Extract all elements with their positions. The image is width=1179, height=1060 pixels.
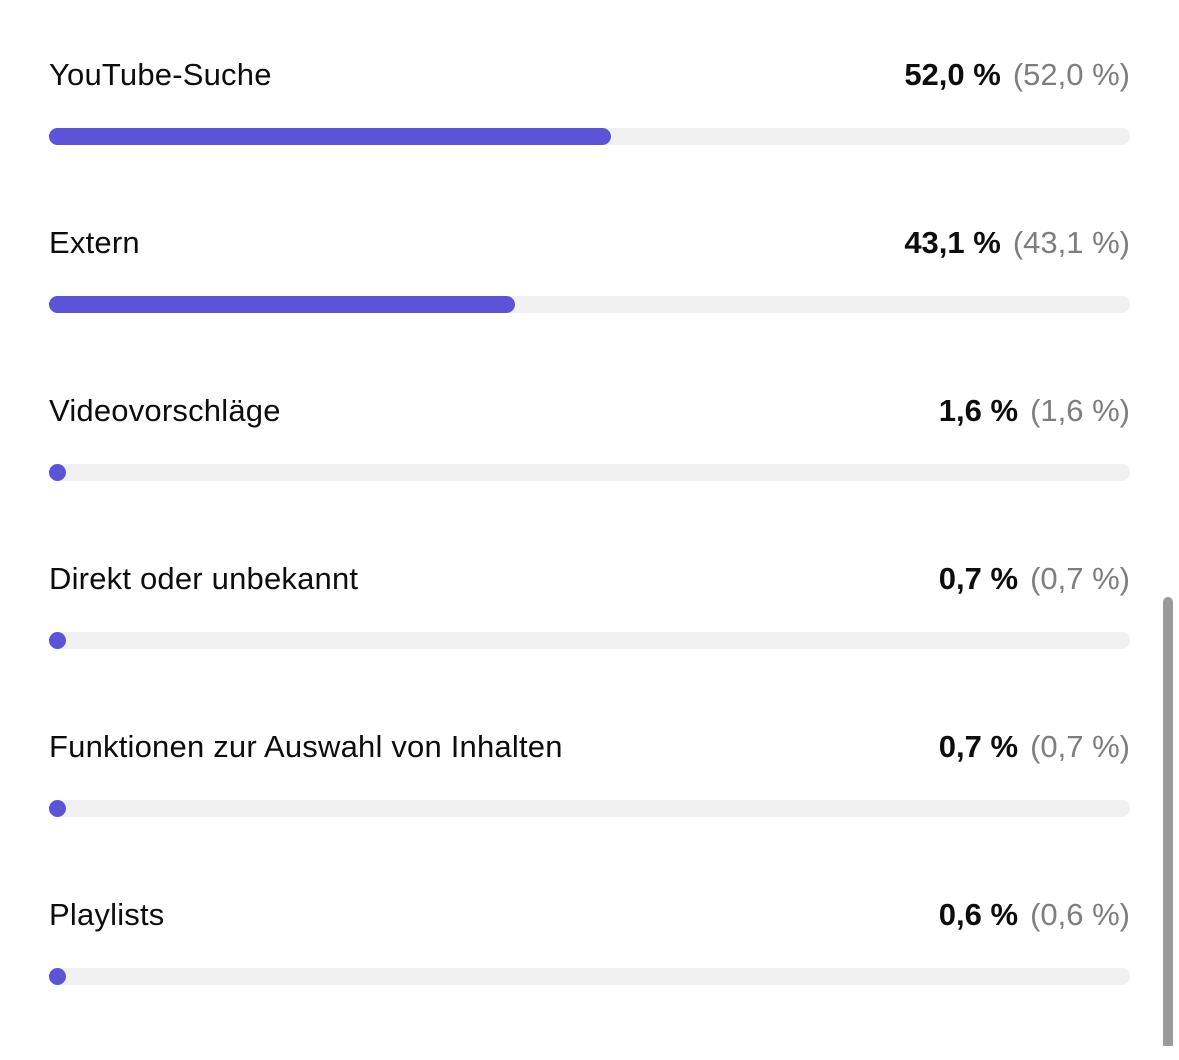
traffic-source-percent: 0,6 %	[938, 897, 1019, 932]
traffic-source-label: YouTube-Suche	[49, 57, 272, 92]
traffic-source-percent: 43,1 %	[904, 225, 1001, 260]
traffic-source-label: Playlists	[49, 897, 165, 932]
progress-track	[49, 800, 1130, 817]
traffic-source-line: Extern 43,1 % (43,1 %)	[49, 220, 1130, 266]
traffic-source-percent: 1,6 %	[938, 393, 1019, 428]
traffic-source-label: Extern	[49, 225, 140, 260]
progress-fill	[49, 968, 66, 985]
traffic-source-percent-secondary: (0,7 %)	[1030, 561, 1130, 596]
traffic-source-row[interactable]: Videovorschläge 1,6 % (1,6 %)	[49, 388, 1130, 556]
traffic-source-line: YouTube-Suche 52,0 % (52,0 %)	[49, 52, 1130, 98]
scrollbar-thumb[interactable]	[1163, 597, 1173, 1046]
progress-track	[49, 296, 1130, 313]
traffic-source-percent: 52,0 %	[904, 57, 1001, 92]
traffic-sources-list: YouTube-Suche 52,0 % (52,0 %) Extern 43,…	[49, 52, 1130, 1060]
traffic-source-percent-secondary: (43,1 %)	[1012, 225, 1130, 260]
traffic-source-line: Videovorschläge 1,6 % (1,6 %)	[49, 388, 1130, 434]
traffic-source-row[interactable]: Funktionen zur Auswahl von Inhalten 0,7 …	[49, 724, 1130, 892]
traffic-source-label: Videovorschläge	[49, 393, 281, 428]
traffic-source-percent-secondary: (0,6 %)	[1030, 897, 1130, 932]
traffic-source-label: Funktionen zur Auswahl von Inhalten	[49, 729, 563, 764]
traffic-source-percent: 0,7 %	[938, 729, 1019, 764]
traffic-source-label: Direkt oder unbekannt	[49, 561, 359, 596]
progress-fill	[49, 296, 515, 313]
traffic-source-row[interactable]: YouTube-Suche 52,0 % (52,0 %)	[49, 52, 1130, 220]
progress-fill	[49, 800, 66, 817]
progress-fill	[49, 128, 612, 145]
traffic-source-line: Playlists 0,6 % (0,6 %)	[49, 892, 1130, 938]
traffic-source-percent-secondary: (52,0 %)	[1012, 57, 1130, 92]
progress-track	[49, 968, 1130, 985]
traffic-source-percent: 0,7 %	[938, 561, 1019, 596]
traffic-source-percent-secondary: (1,6 %)	[1030, 393, 1130, 428]
progress-track	[49, 464, 1130, 481]
traffic-source-row[interactable]: Playlists 0,6 % (0,6 %)	[49, 892, 1130, 1060]
progress-fill	[49, 632, 66, 649]
traffic-source-row[interactable]: Direkt oder unbekannt 0,7 % (0,7 %)	[49, 556, 1130, 724]
traffic-source-line: Funktionen zur Auswahl von Inhalten 0,7 …	[49, 724, 1130, 770]
traffic-source-percent-secondary: (0,7 %)	[1030, 729, 1130, 764]
progress-fill	[49, 464, 67, 481]
progress-track	[49, 128, 1130, 145]
traffic-source-line: Direkt oder unbekannt 0,7 % (0,7 %)	[49, 556, 1130, 602]
progress-track	[49, 632, 1130, 649]
traffic-source-row[interactable]: Extern 43,1 % (43,1 %)	[49, 220, 1130, 388]
